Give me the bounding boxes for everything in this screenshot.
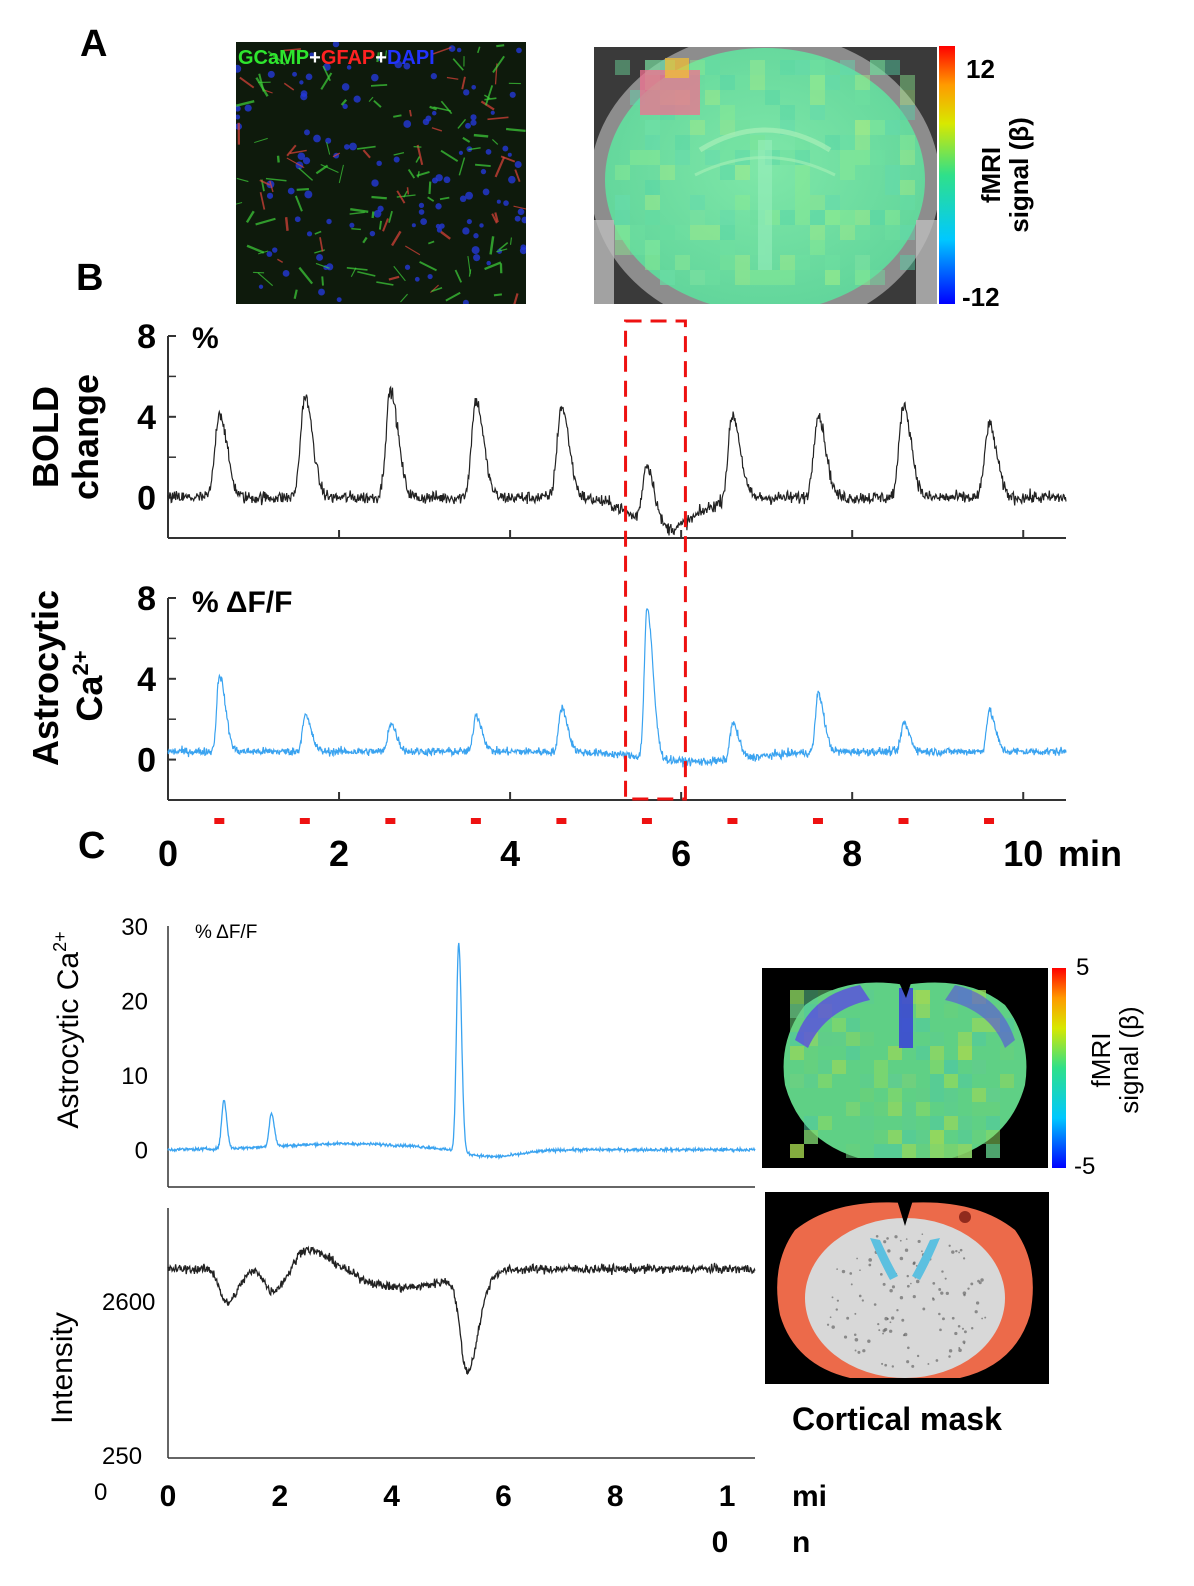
colorbar-c-max: 5 bbox=[1076, 954, 1089, 981]
brain-fmri-map-c bbox=[762, 968, 1048, 1168]
calcium-x-unit: min bbox=[1058, 833, 1122, 874]
stimulus-marker bbox=[727, 818, 738, 824]
c-intensity-series-line bbox=[167, 1245, 756, 1375]
colorbar-a: 12 -12 fMRI signal (β) bbox=[939, 46, 1034, 312]
b-xtick-label: 8 bbox=[842, 833, 862, 874]
c-calcium-ytick-label: 10 bbox=[121, 1063, 148, 1090]
panel-letter-a: A bbox=[80, 23, 107, 65]
bold-ytick-label: 4 bbox=[137, 399, 156, 437]
stimulus-marker bbox=[299, 818, 310, 824]
legend-dapi: DAPI bbox=[387, 47, 435, 69]
colorbar-a-label-1: fMRI bbox=[976, 147, 1006, 203]
c-xtick-10-second: 0 bbox=[712, 1526, 729, 1559]
c-calcium-chart: 0 10 20 30 % ΔF/F Astrocytic Ca2+ bbox=[50, 914, 756, 1188]
c-calcium-unit-label: % ΔF/F bbox=[195, 922, 257, 943]
c-xtick-label: 0 bbox=[160, 1480, 177, 1513]
brain-fmri-map-a bbox=[594, 47, 937, 304]
b-xtick-label: 6 bbox=[671, 833, 691, 874]
c-xtick-label: 2 bbox=[271, 1480, 288, 1513]
bold-ytick-label: 8 bbox=[137, 318, 156, 356]
stimulus-marker bbox=[470, 818, 481, 824]
bold-chart: 0 4 8 % BOLD change bbox=[25, 318, 1067, 539]
legend-gcamp: GCaMP bbox=[238, 47, 309, 69]
c-xtick-label: 8 bbox=[607, 1480, 624, 1513]
c-xtick-label: 4 bbox=[383, 1480, 400, 1513]
micrograph-legend: GCaMP+GFAP+DAPI bbox=[238, 47, 435, 69]
cortical-mask-image: Cortical mask bbox=[765, 1192, 1049, 1437]
panel-letter-b: B bbox=[76, 257, 103, 299]
bold-series-line bbox=[167, 385, 1067, 536]
calcium-chart: 0 4 8 % ΔF/F Astrocytic Ca2+ 0 2 4 6 8 10 min bbox=[25, 580, 1122, 874]
calcium-ylabel-1: Astrocytic bbox=[25, 590, 66, 766]
c-x-unit-1: mi bbox=[792, 1480, 827, 1513]
stimulus-marker bbox=[898, 818, 909, 824]
c-intensity-ytick-250: 250 bbox=[102, 1443, 142, 1470]
bold-unit-label: % bbox=[192, 322, 219, 355]
c-calcium-series-line bbox=[167, 942, 756, 1161]
highlight-box bbox=[624, 319, 687, 801]
calcium-ylabel-2: Ca2+ bbox=[68, 650, 110, 721]
stimulus-marker bbox=[556, 818, 567, 824]
c-xtick-label: 1 bbox=[719, 1480, 736, 1513]
c-intensity-ytick-2600: 2600 bbox=[102, 1289, 155, 1316]
stimulus-marker bbox=[984, 818, 995, 824]
b-xtick-label: 4 bbox=[500, 833, 520, 874]
calcium-ylabel-sup: 2+ bbox=[68, 650, 93, 675]
panel-letter-c: C bbox=[78, 825, 105, 867]
colorbar-c-min: -5 bbox=[1074, 1153, 1095, 1180]
stimulus-marker bbox=[641, 818, 652, 824]
c-xtick-label: 6 bbox=[495, 1480, 512, 1513]
mask-caption: Cortical mask bbox=[792, 1401, 1002, 1437]
bold-ylabel-2: change bbox=[65, 374, 106, 500]
b-xtick-label: 0 bbox=[158, 833, 178, 874]
colorbar-c-label-1: fMRI bbox=[1086, 1033, 1116, 1088]
c-intensity-ylabel: Intensity bbox=[46, 1312, 79, 1424]
c-calcium-ytick-label: 20 bbox=[121, 989, 148, 1016]
micrograph-image: GCaMP+GFAP+DAPI bbox=[236, 42, 526, 304]
colorbar-a-label-2: signal (β) bbox=[1004, 117, 1034, 233]
stimulus-marker bbox=[214, 818, 225, 824]
c-calcium-ytick-label: 0 bbox=[135, 1138, 148, 1165]
legend-gfap: GFAP bbox=[321, 47, 375, 69]
c-x-unit-2: n bbox=[792, 1526, 810, 1559]
colorbar-c-label-2: signal (β) bbox=[1114, 1006, 1144, 1113]
colorbar-a-min: -12 bbox=[962, 282, 1000, 312]
calcium-ytick-label: 4 bbox=[137, 661, 156, 699]
c-intensity-chart: 2600 250 0 Intensity 0 2 4 6 8 1 0 mi n bbox=[46, 1208, 827, 1559]
calcium-ytick-label: 8 bbox=[137, 580, 156, 618]
bold-ytick-label: 0 bbox=[137, 480, 156, 518]
colorbar-c: 5 -5 fMRI signal (β) bbox=[1052, 954, 1144, 1180]
c-calcium-ylabel: Astrocytic Ca2+ bbox=[50, 931, 85, 1128]
colorbar-a-max: 12 bbox=[966, 54, 995, 84]
calcium-series-line bbox=[167, 608, 1067, 768]
stimulus-marker bbox=[385, 818, 396, 824]
b-xtick-label: 10 bbox=[1003, 833, 1043, 874]
b-xtick-label: 2 bbox=[329, 833, 349, 874]
calcium-ytick-label: 0 bbox=[137, 742, 156, 780]
c-calcium-ylabel-sup: 2+ bbox=[50, 931, 70, 952]
c-calcium-ytick-label: 30 bbox=[121, 914, 148, 941]
legend-plus-2: + bbox=[375, 47, 387, 69]
bold-ylabel-1: BOLD bbox=[25, 386, 66, 488]
c-intensity-ytick-250-suffix: 0 bbox=[94, 1479, 107, 1506]
stimulus-marker bbox=[812, 818, 823, 824]
legend-plus-1: + bbox=[309, 47, 321, 69]
calcium-unit-label: % ΔF/F bbox=[192, 586, 292, 619]
